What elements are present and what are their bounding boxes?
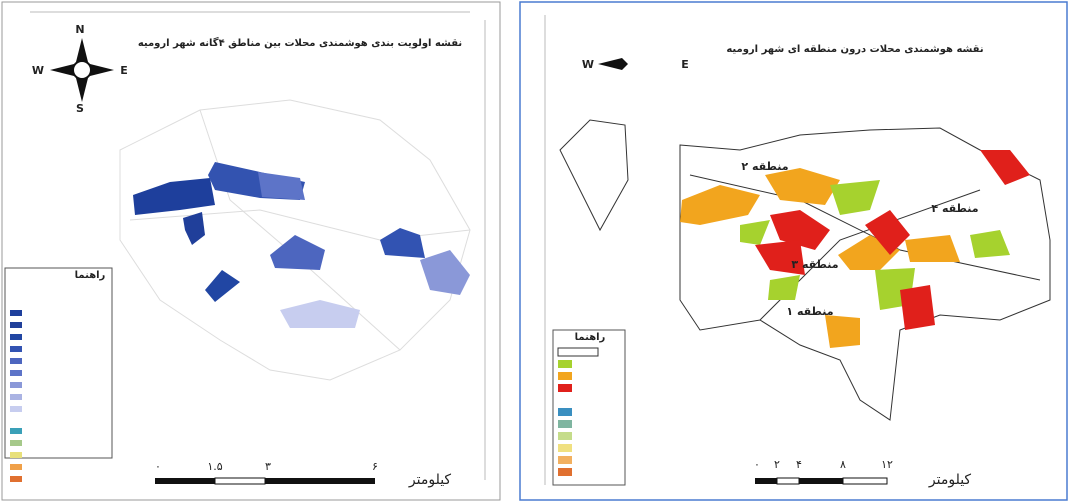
compass-w: W [582, 58, 594, 71]
legend-title: راهنما [575, 332, 606, 343]
region-label: منطقه ۴ [931, 202, 978, 215]
region-label: منطقه ۲ [741, 160, 788, 173]
legend: راهنما [5, 268, 112, 482]
compass-e: E [681, 58, 689, 71]
scale-tick: ۳ [265, 460, 271, 473]
compass-s: S [76, 102, 84, 115]
scale-tick: ۸ [840, 458, 846, 471]
right-map: W E نقشه هوشمندی محلات درون منطقه ای شهر… [520, 2, 1067, 500]
compass-w: W [32, 64, 44, 77]
region-label: منطقه ۳ [791, 258, 838, 271]
compass-e: E [120, 64, 128, 77]
scale-tick: ۲ [774, 458, 780, 471]
map-title: نقشه هوشمندی محلات درون منطقه ای شهر ارو… [726, 44, 983, 55]
scale-unit: کیلومتر [928, 472, 972, 488]
scale-tick: ۰ [754, 458, 760, 471]
scale-tick: ۴ [796, 458, 802, 471]
scale-tick: ۰ [155, 460, 161, 473]
map-title: نقشه اولویت بندی هوشمندی محلات بین مناطق… [138, 36, 462, 49]
scale-tick: ۶ [372, 460, 378, 473]
scale-unit: کیلومتر [408, 472, 452, 488]
legend: راهنما [553, 330, 625, 485]
region-label: منطقه ۱ [786, 305, 833, 318]
compass-n: N [75, 23, 84, 36]
map-screenshot: نقشه اولویت بندی هوشمندی محلات بین مناطق… [0, 0, 1070, 504]
scale-tick: ۱.۵ [207, 460, 222, 473]
scale-tick: ۱۲ [881, 458, 893, 471]
legend-title: راهنما [75, 270, 106, 281]
left-map: نقشه اولویت بندی هوشمندی محلات بین مناطق… [2, 2, 500, 500]
